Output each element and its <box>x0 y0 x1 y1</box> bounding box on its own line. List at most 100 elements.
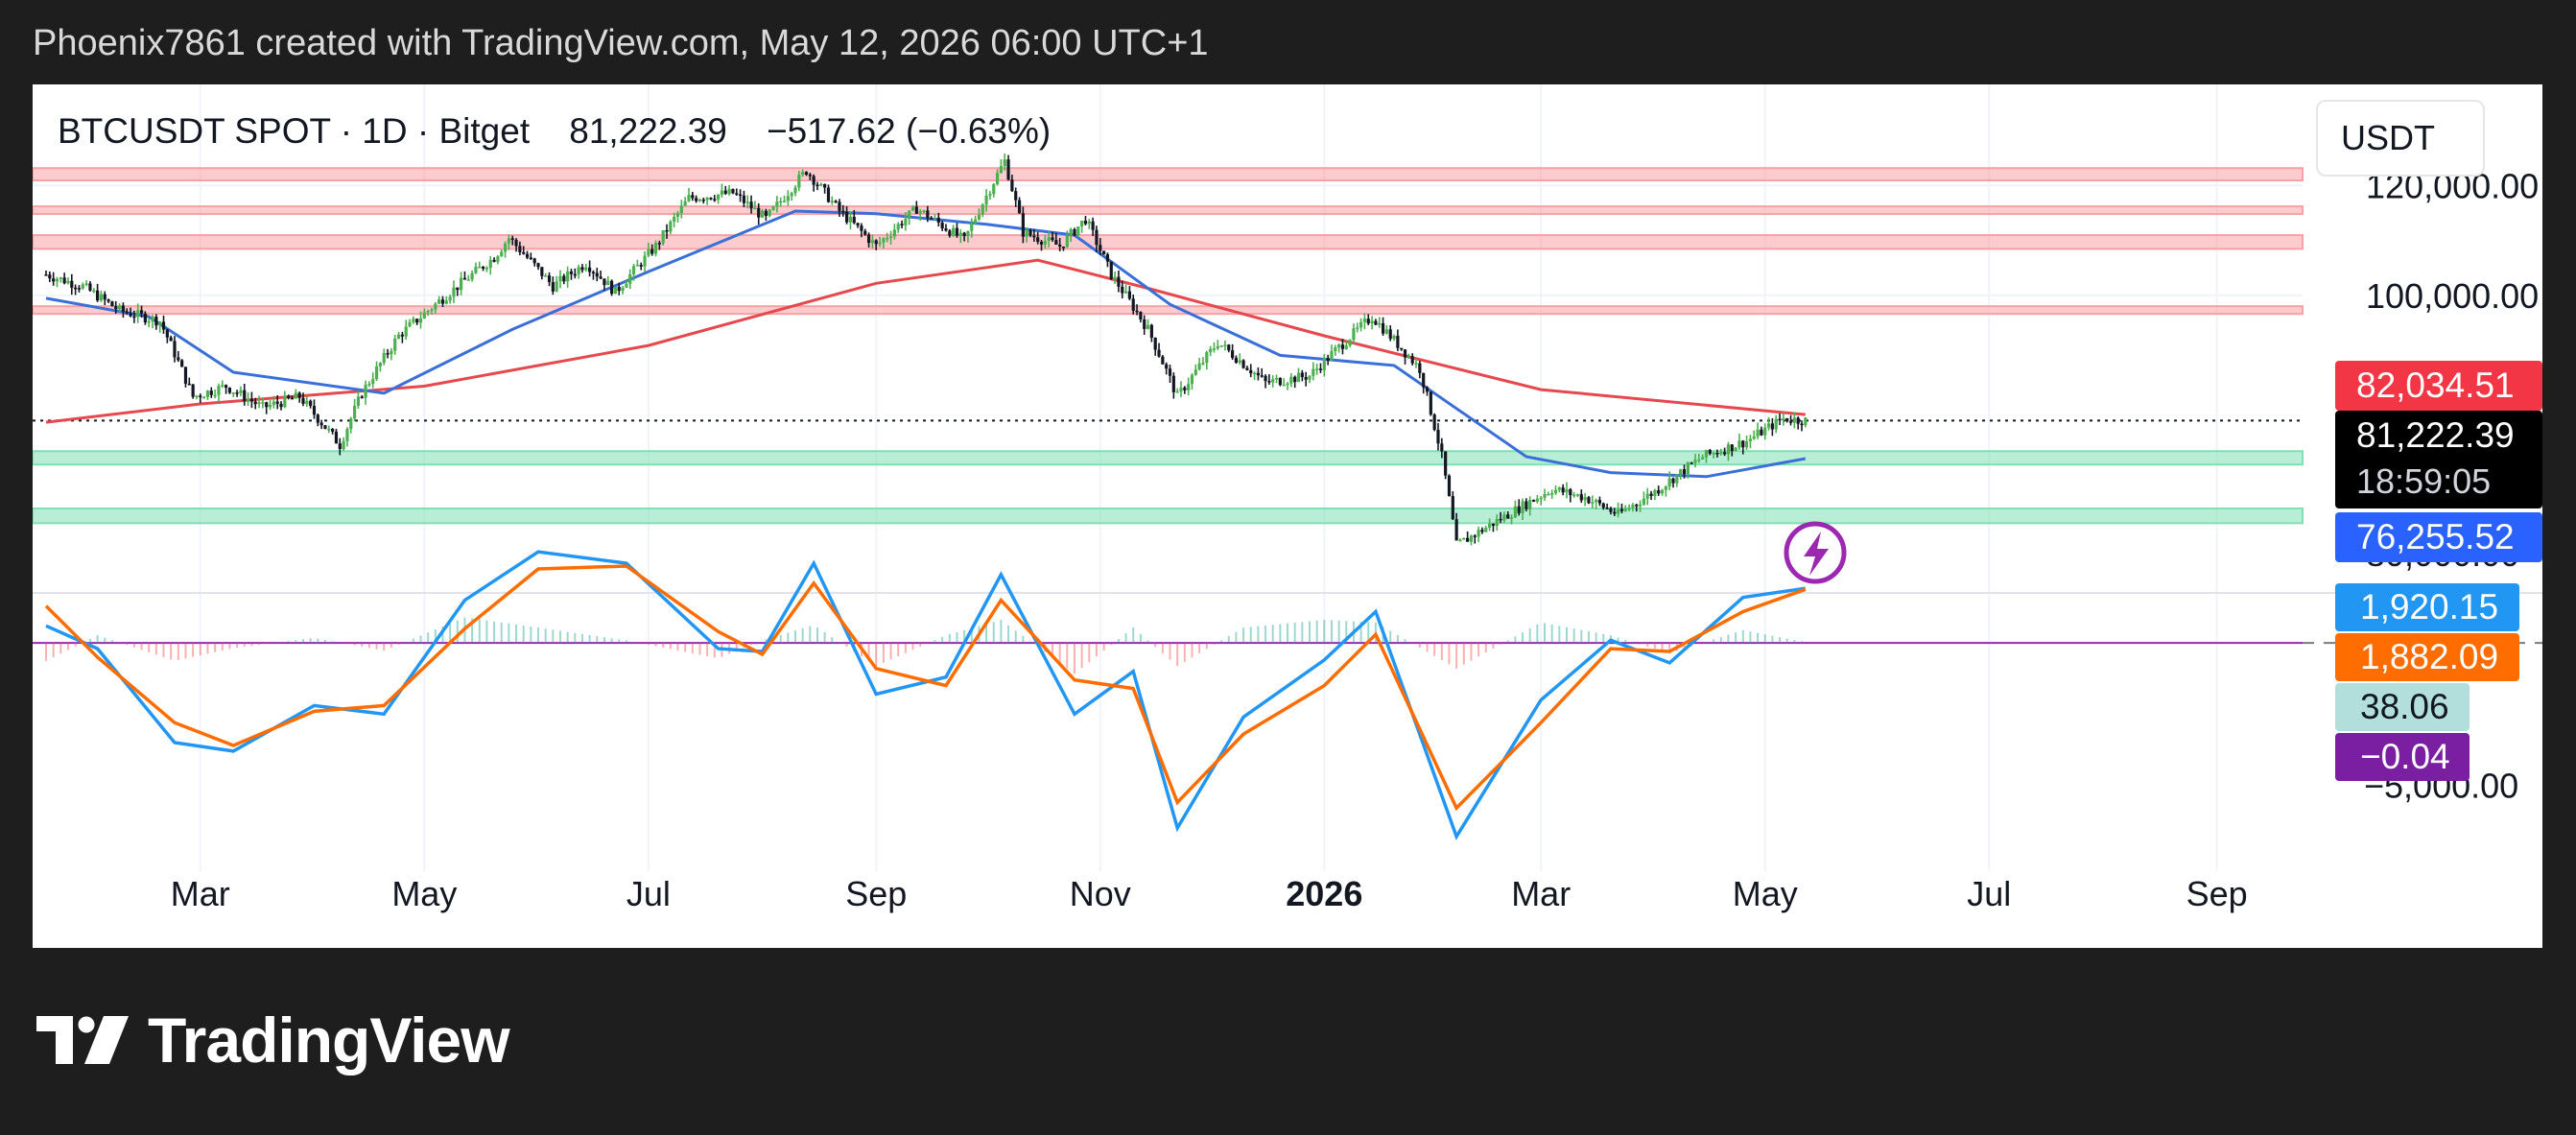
candle-body <box>955 227 959 236</box>
candle-body <box>62 277 66 284</box>
candle-body <box>66 280 70 284</box>
candle-body <box>408 321 412 327</box>
currency-selector[interactable]: USDT <box>2316 100 2485 177</box>
candle-body <box>650 248 654 254</box>
candle-body <box>1039 241 1044 245</box>
candle-body <box>481 267 485 269</box>
candle-body <box>81 284 84 289</box>
candle-body <box>294 392 297 399</box>
candle-body <box>713 199 717 201</box>
candle-body <box>1183 388 1187 390</box>
candle-body <box>507 238 510 244</box>
candle-body <box>705 198 709 201</box>
candle-body <box>882 238 886 243</box>
candle-body <box>1065 235 1069 248</box>
candle-body <box>1484 528 1488 532</box>
candle-body <box>1631 505 1635 508</box>
candle-body <box>1447 475 1452 497</box>
candle-body <box>1003 159 1006 167</box>
candle-body <box>1113 276 1117 279</box>
candle-body <box>1752 436 1756 439</box>
candle-body <box>173 341 177 358</box>
candle-body <box>647 248 650 256</box>
candle-body <box>305 400 309 404</box>
candle-body <box>1627 508 1631 510</box>
candle-body <box>848 216 853 223</box>
candle-body <box>1480 530 1484 532</box>
candle-body <box>1028 229 1032 236</box>
candle-body <box>1635 505 1639 507</box>
candle-body <box>1193 369 1197 375</box>
candle-body <box>1312 368 1315 376</box>
candle-body <box>1296 372 1301 383</box>
candle-body <box>158 321 162 326</box>
candle-body <box>1591 502 1595 504</box>
candle-body <box>981 204 984 215</box>
support-zone <box>33 450 2304 466</box>
macd-value-label: −0.04 <box>2335 733 2470 781</box>
macd-value-label-text: 1,920.15 <box>2360 587 2498 627</box>
x-tick-label: May <box>391 874 457 913</box>
candle-body <box>1495 518 1499 527</box>
candle-body <box>1315 368 1319 370</box>
x-tick-label: Jul <box>1967 874 2011 913</box>
candle-body <box>1121 286 1124 294</box>
candle-body <box>933 217 937 220</box>
candle-body <box>1557 487 1561 490</box>
chart-canvas[interactable]: Mar May Jul Sep Nov 2026 Mar May Jul Sep120,000.0… <box>33 84 2542 948</box>
legend-sep-2: · <box>416 111 439 151</box>
candle-body <box>1348 340 1352 345</box>
candle-body <box>139 310 144 314</box>
candle-body <box>1531 500 1536 502</box>
candle-body <box>129 313 132 317</box>
candle-body <box>1649 493 1653 496</box>
candle-body <box>1061 246 1066 248</box>
symbol-legend[interactable]: BTCUSDT SPOT · 1D · Bitget 81,222.39 −51… <box>58 111 1051 152</box>
candle-body <box>1318 368 1323 370</box>
candle-body <box>103 294 106 300</box>
candle-body <box>992 184 996 195</box>
candle-body <box>1219 345 1223 347</box>
candle-body <box>1458 539 1462 542</box>
candle-body <box>1047 237 1051 242</box>
candle-body <box>852 216 856 224</box>
candle-body <box>826 187 831 202</box>
x-tick-label: Mar <box>1511 874 1571 913</box>
candle-body <box>231 392 235 394</box>
candle-body <box>268 404 272 408</box>
macd-value-label-text: −0.04 <box>2360 737 2450 776</box>
candle-body <box>1462 537 1466 540</box>
candle-body <box>1513 506 1517 518</box>
candle-body <box>922 210 926 212</box>
ma-blue-line <box>45 209 1807 479</box>
candle-body <box>1682 469 1687 475</box>
candle-body <box>496 256 500 262</box>
candle-body <box>338 443 342 450</box>
candle-body <box>1406 356 1410 358</box>
candle-body <box>717 194 721 200</box>
candle-body <box>404 326 408 337</box>
candle-body <box>257 402 261 405</box>
candle-body <box>1175 391 1179 393</box>
candle-body <box>742 195 746 203</box>
candle-body <box>466 279 470 281</box>
candle-body <box>1719 452 1723 455</box>
candle-body <box>1579 494 1583 501</box>
candle-body <box>319 422 323 426</box>
candle-body <box>514 240 518 247</box>
candle-body <box>503 243 508 252</box>
candle-body <box>562 275 566 282</box>
candle-body <box>974 219 978 224</box>
candle-body <box>217 386 221 395</box>
candle-body <box>191 384 195 397</box>
candle-body <box>106 299 110 302</box>
candle-body <box>657 243 661 245</box>
candle-body <box>804 172 809 176</box>
candle-body <box>892 229 896 237</box>
axes: Mar May Jul Sep Nov 2026 Mar May Jul Sep120,000.0… <box>171 166 2539 913</box>
candle-body <box>1249 369 1253 374</box>
resistance-zone <box>33 234 2304 250</box>
candle-body <box>1712 452 1715 455</box>
candle-body <box>510 238 514 241</box>
grid-lines <box>33 84 2542 871</box>
